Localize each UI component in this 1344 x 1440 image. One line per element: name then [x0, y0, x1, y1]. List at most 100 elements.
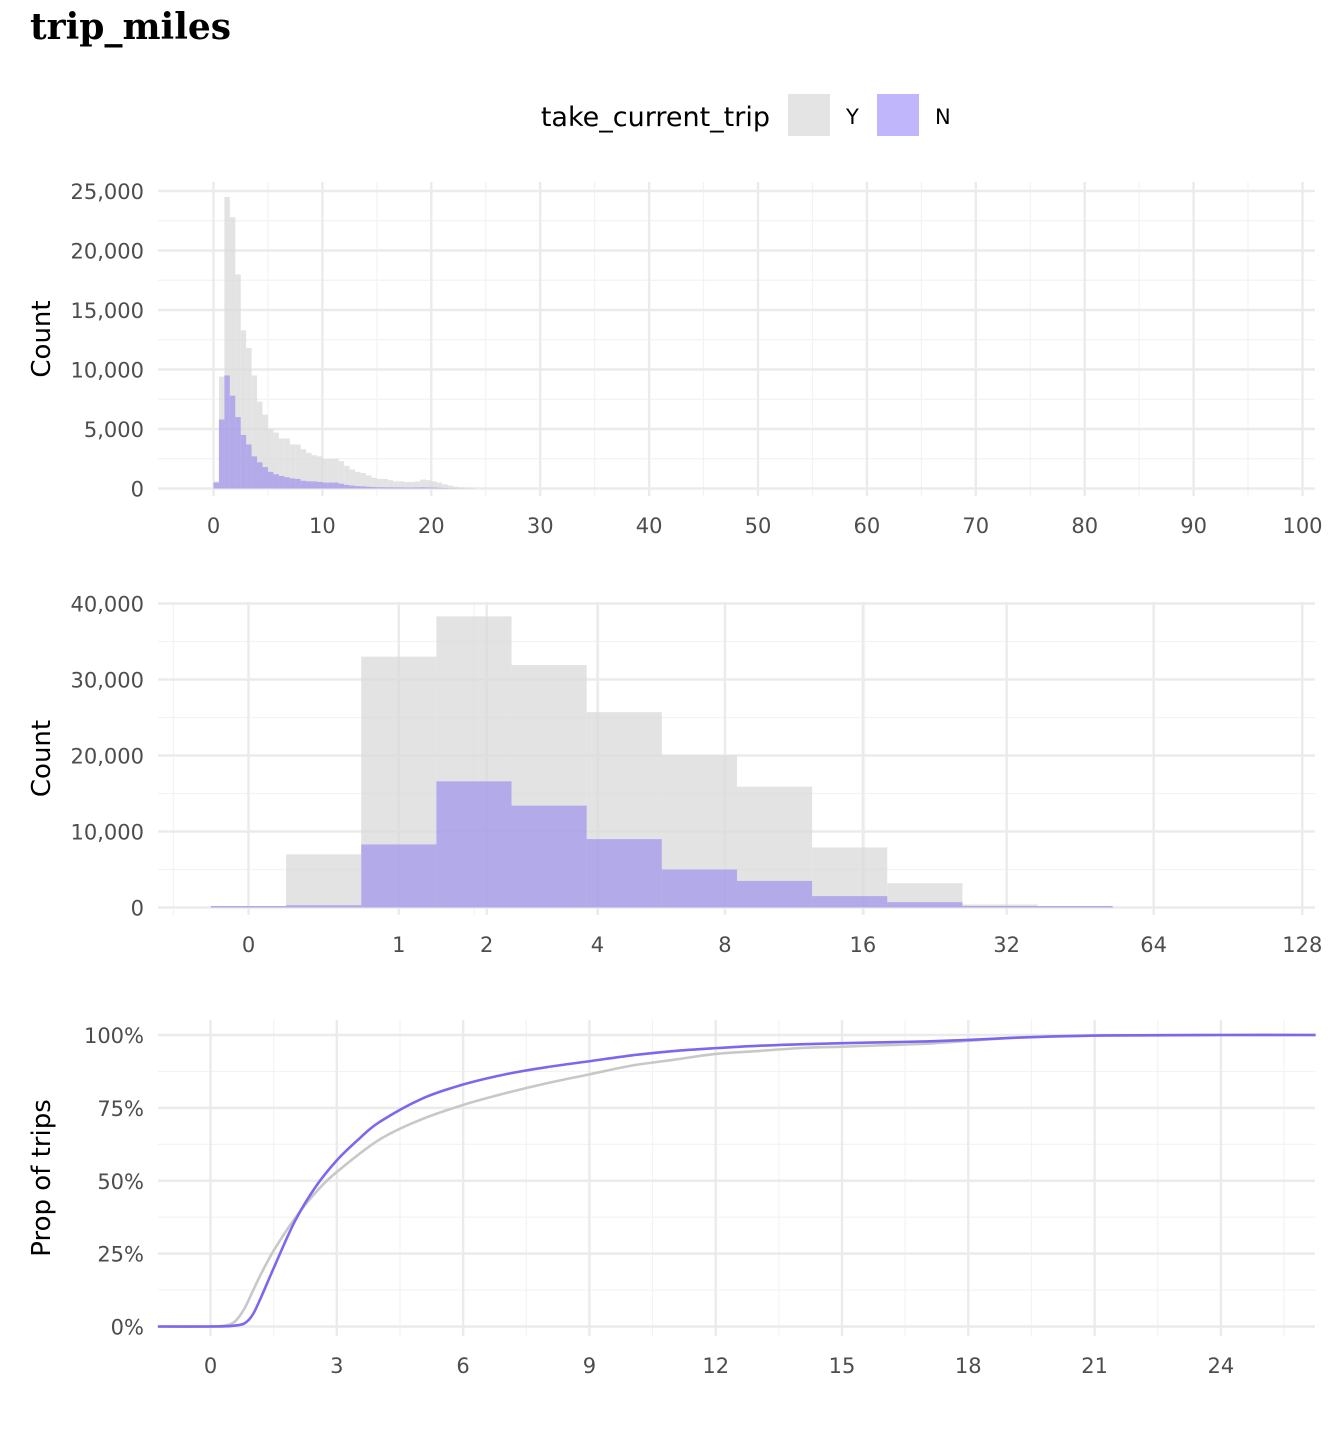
x-tick-label-24: 24: [1208, 1354, 1235, 1378]
y-tick-label-100: 100%: [84, 1024, 144, 1048]
bar-n: [218, 419, 225, 489]
bar-y: [295, 444, 301, 489]
bar-y: [398, 481, 405, 489]
bar-y: [355, 471, 361, 489]
bar-y: [257, 401, 263, 489]
bar-y: [240, 330, 247, 489]
bar-y: [316, 456, 323, 489]
bar-n: [661, 869, 737, 908]
bar-y: [327, 458, 334, 489]
x-tick-label-15: 15: [829, 1354, 856, 1378]
bar-n: [286, 905, 362, 908]
bar-n: [431, 487, 437, 489]
bar-y: [393, 481, 399, 489]
bar-n: [267, 471, 274, 489]
bar-n: [382, 487, 388, 489]
x-tick-label-6: 6: [456, 1354, 469, 1378]
bar-y: [447, 485, 454, 489]
bar-y: [338, 461, 345, 489]
bar-n: [316, 481, 323, 489]
bar-n: [962, 905, 1038, 908]
x-tick-label-100: 100: [1282, 514, 1322, 538]
bar-y: [420, 479, 426, 489]
bar-y: [436, 482, 443, 489]
bar-n: [344, 484, 350, 489]
bar-y: [442, 484, 448, 489]
bar-n: [289, 478, 296, 489]
bar-n: [436, 781, 512, 908]
y-axis-title: Count: [27, 300, 57, 377]
bar-y: [235, 274, 241, 489]
y-tick-label-10-000: 10,000: [71, 821, 144, 845]
y-tick-label-0: 0%: [111, 1316, 144, 1340]
x-tick-label-0: 0: [204, 1354, 217, 1378]
bar-n: [229, 395, 236, 489]
y-tick-label-50: 50%: [97, 1170, 144, 1194]
ecdf-line-n: [157, 1033, 1316, 1328]
x-tick-label-18: 18: [955, 1354, 982, 1378]
bar-n: [210, 906, 287, 908]
bar-n: [240, 434, 247, 489]
y-tick-label-40-000: 40,000: [71, 593, 144, 617]
bar-n: [387, 487, 394, 489]
bar-n: [306, 481, 312, 489]
x-tick-label-0: 0: [242, 933, 255, 957]
bar-y: [262, 414, 268, 489]
x-tick-label-50: 50: [745, 514, 772, 538]
bar-n: [414, 487, 421, 489]
bar-n: [327, 482, 334, 489]
ecdf-panel: 0 3 6 9 12 15 18 21 24 0% 25% 50% 75% 100% Prop of tri…: [27, 1020, 1316, 1378]
page-title: trip_miles: [30, 6, 232, 48]
x-tick-label-3: 3: [330, 1354, 343, 1378]
y-tick-label-0: 0: [131, 478, 144, 502]
y-tick-label-20-000: 20,000: [71, 745, 144, 769]
bar-n: [224, 375, 230, 489]
x-tick-label-2: 2: [480, 933, 493, 957]
bar-y: [458, 487, 464, 489]
y-tick-label-0: 0: [131, 897, 144, 921]
bar-n: [349, 485, 356, 489]
bar-n: [887, 902, 963, 908]
bar-y: [267, 429, 274, 489]
legend: take_current_trip Y N: [541, 94, 951, 136]
x-tick-label-12: 12: [702, 1354, 729, 1378]
bar-n: [393, 487, 399, 489]
bar-y: [344, 465, 350, 489]
x-tick-label-40: 40: [636, 514, 663, 538]
bar-y: [453, 486, 459, 489]
x-tick-label-60: 60: [854, 514, 881, 538]
bar-n: [322, 482, 328, 489]
bar-n: [338, 483, 345, 489]
bar-n: [425, 487, 432, 489]
x-tick-label-16: 16: [849, 933, 876, 957]
bar-n: [376, 487, 383, 489]
bar-y: [463, 487, 470, 489]
bar-y: [409, 481, 415, 489]
x-tick-label-64: 64: [1140, 933, 1167, 957]
bar-n: [361, 844, 437, 908]
bar-n: [278, 476, 285, 489]
x-tick-label-70: 70: [962, 514, 989, 538]
histogram-log2-panel: 0 1 2 4 8 16 32 64 128 0 10,000 20,000 30,000 40,000 C…: [27, 593, 1322, 958]
bar-y: [273, 432, 279, 489]
bar-n: [360, 486, 366, 489]
bar-n: [409, 487, 415, 489]
bar-n: [404, 487, 410, 489]
legend-label-y: Y: [845, 105, 859, 129]
y-axis-title: Count: [27, 720, 57, 797]
bar-y: [278, 438, 285, 489]
bar-y: [382, 478, 388, 489]
bar-n: [284, 477, 290, 489]
bar-n: [398, 487, 405, 489]
x-tick-label-9: 9: [583, 1354, 596, 1378]
bar-n: [300, 480, 307, 489]
y-axis-title: Prop of trips: [27, 1099, 57, 1257]
bar-n: [1037, 906, 1113, 908]
bar-n: [420, 487, 426, 489]
legend-key-y: [788, 94, 830, 136]
bar-y: [376, 478, 383, 489]
x-tick-label-4: 4: [591, 933, 604, 957]
x-tick-label-1: 1: [392, 933, 405, 957]
bar-n: [511, 805, 587, 908]
y-tick-label-25: 25%: [97, 1243, 144, 1267]
